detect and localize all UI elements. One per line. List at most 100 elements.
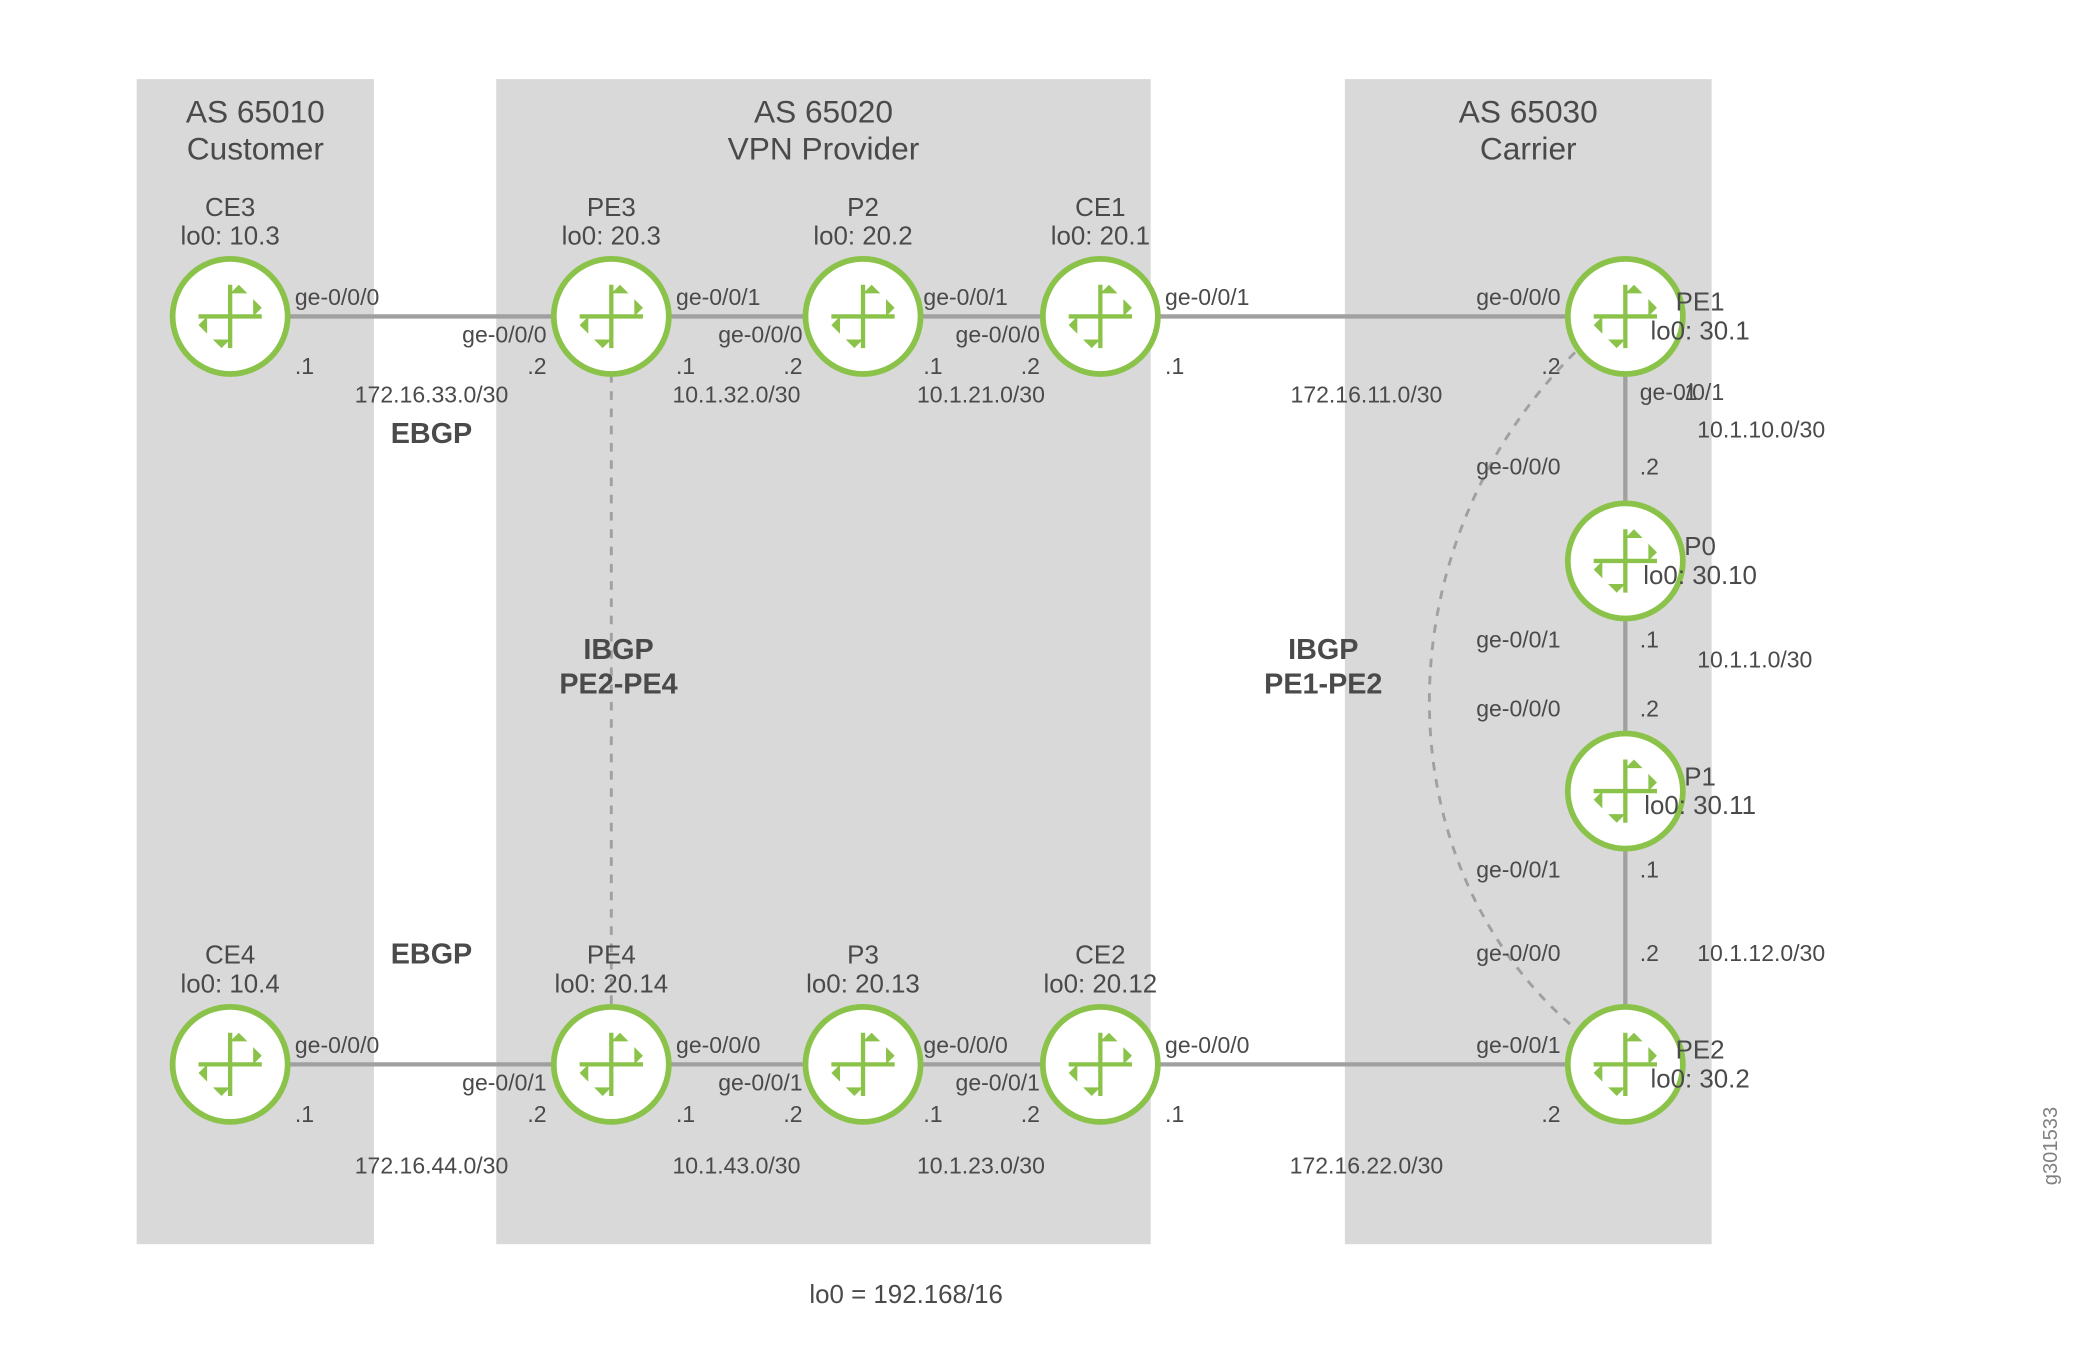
diagram-label: .1 (1165, 1101, 1184, 1127)
diagram-label: .2 (1541, 1101, 1560, 1127)
diagram-label: ge-0/0/1 (1476, 1032, 1560, 1058)
router-P2 (805, 259, 920, 374)
diagram-label: 172.16.44.0/30 (355, 1153, 508, 1179)
router-label: CE3 (205, 194, 255, 222)
router-P1 (1568, 734, 1683, 849)
diagram-label: .2 (1021, 353, 1040, 379)
router-label: lo0: 10.3 (181, 223, 280, 251)
diagram-label: ge-0/0/1 (676, 284, 760, 310)
diagram-label: ge-0/0/1 (1476, 856, 1560, 882)
region-title: AS 65030 (1459, 93, 1598, 129)
diagram-label: IBGP (583, 634, 653, 666)
diagram-label: 10.1.1.0/30 (1697, 646, 1812, 672)
diagram-label: IBGP (1288, 634, 1358, 666)
diagram-label: 10.1.43.0/30 (672, 1153, 800, 1179)
region-title: AS 65010 (186, 93, 325, 129)
diagram-label: ge-0/0/0 (1476, 940, 1560, 966)
router-CE3 (173, 259, 288, 374)
diagram-label: ge-0/0/1 (1476, 626, 1560, 652)
router-label: lo0: 20.3 (562, 223, 661, 251)
diagram-label: .2 (783, 1101, 802, 1127)
diagram-label: .1 (1165, 353, 1184, 379)
diagram-label: ge-0/0/0 (923, 1032, 1007, 1058)
router-PE2 (1568, 1007, 1683, 1122)
router-label: P2 (847, 194, 879, 222)
diagram-label: .2 (1640, 454, 1659, 480)
diagram-label: .1 (923, 1101, 942, 1127)
diagram-label: ge-0/0/0 (1476, 284, 1560, 310)
diagram-label: ge-0/0/0 (1165, 1032, 1249, 1058)
diagram-label: .1 (295, 1101, 314, 1127)
router-label: lo0: 30.2 (1650, 1065, 1749, 1093)
router-label: lo0: 20.12 (1044, 970, 1158, 998)
router-label: PE4 (587, 942, 636, 970)
diagram-label: ge-0/0/0 (295, 284, 379, 310)
diagram-label: ge-0/0/0 (676, 1032, 760, 1058)
diagram-label: ge-0/0/0 (1476, 454, 1560, 480)
router-label: lo0: 20.2 (813, 223, 912, 251)
diagram-label: .2 (783, 353, 802, 379)
router-P0 (1568, 503, 1683, 618)
diagram-label: 172.16.22.0/30 (1290, 1153, 1443, 1179)
graphic-id: g301533 (2040, 1107, 2062, 1185)
router-label: CE2 (1075, 942, 1125, 970)
footer-note: lo0 = 192.168/16 (809, 1281, 1003, 1309)
diagram-label: .2 (527, 1101, 546, 1127)
diagram-label: PE1-PE2 (1264, 668, 1382, 700)
router-label: PE3 (587, 194, 636, 222)
region-title: Carrier (1480, 131, 1577, 167)
router-label: lo0: 10.4 (181, 970, 280, 998)
diagram-label: 172.16.33.0/30 (355, 382, 508, 408)
diagram-label: ge-0/0/0 (718, 321, 802, 347)
diagram-label: .2 (1640, 695, 1659, 721)
router-label: PE2 (1676, 1037, 1725, 1065)
router-CE2 (1043, 1007, 1158, 1122)
diagram-label: ge-0/0/1 (923, 284, 1007, 310)
router-label: P0 (1684, 533, 1716, 561)
region-title: Customer (187, 131, 324, 167)
router-PE1 (1568, 259, 1683, 374)
diagram-label: ge-0/0/1 (956, 1069, 1040, 1095)
diagram-label: ge-0/0/1 (462, 1069, 546, 1095)
diagram-label: 10.1.12.0/30 (1697, 940, 1825, 966)
router-label: CE4 (205, 942, 255, 970)
diagram-label: 172.16.11.0/30 (1291, 382, 1443, 408)
diagram-label: 10.1.23.0/30 (917, 1153, 1045, 1179)
diagram-label: ge-0/0/0 (956, 321, 1040, 347)
router-label: CE1 (1075, 194, 1125, 222)
diagram-label: PE2-PE4 (559, 668, 677, 700)
diagram-label: .1 (1640, 626, 1659, 652)
diagram-label: ge-0/0/1 (718, 1069, 802, 1095)
diagram-label: .1 (1640, 856, 1659, 882)
diagram-label: ge-0/0/0 (1476, 695, 1560, 721)
diagram-label: 10.1.32.0/30 (672, 382, 800, 408)
router-label: lo0: 20.14 (554, 970, 668, 998)
network-diagram: AS 65010CustomerAS 65020VPN ProviderAS 6… (0, 0, 2100, 1329)
router-label: P1 (1684, 763, 1716, 791)
router-label: lo0: 20.13 (806, 970, 920, 998)
router-label: lo0: 30.10 (1643, 562, 1757, 590)
router-label: lo0: 30.11 (1644, 792, 1756, 820)
diagram-label: 10.1.21.0/30 (917, 382, 1045, 408)
router-PE3 (554, 259, 669, 374)
diagram-label: .1 (1678, 379, 1697, 405)
router-label: PE1 (1676, 289, 1725, 317)
diagram-label: .2 (1021, 1101, 1040, 1127)
router-label: P3 (847, 942, 879, 970)
router-CE4 (173, 1007, 288, 1122)
diagram-label: .2 (1640, 940, 1659, 966)
router-label: lo0: 20.1 (1051, 223, 1150, 251)
router-CE1 (1043, 259, 1158, 374)
diagram-label: .1 (676, 1101, 695, 1127)
diagram-label: .2 (1541, 353, 1560, 379)
diagram-label: ge-0/0/0 (295, 1032, 379, 1058)
router-label: lo0: 30.1 (1650, 317, 1749, 345)
diagram-label: ge-0/0/1 (1165, 284, 1249, 310)
diagram-label: .1 (295, 353, 314, 379)
diagram-label: EBGP (391, 939, 472, 971)
diagram-label: .1 (923, 353, 942, 379)
region-title: AS 65020 (754, 93, 893, 129)
diagram-label: .2 (527, 353, 546, 379)
diagram-label: 10.1.10.0/30 (1697, 416, 1825, 442)
diagram-label: ge-0/0/0 (462, 321, 546, 347)
